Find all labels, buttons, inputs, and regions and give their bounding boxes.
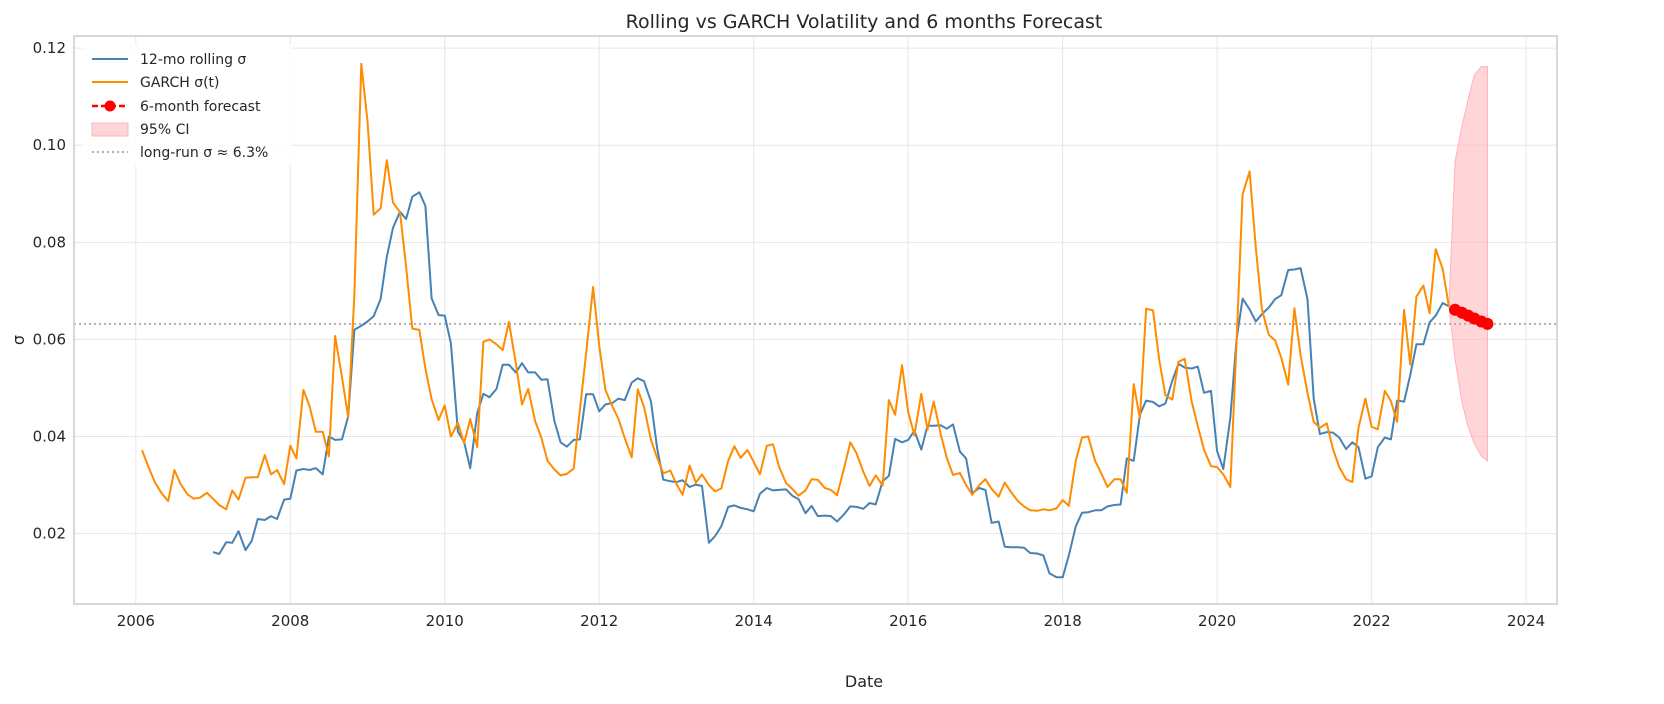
chart-title: Rolling vs GARCH Volatility and 6 months… [626,11,1103,33]
y-axis-title: σ [9,335,28,345]
legend-swatch-ci [91,122,129,137]
legend-label-ci: 95% CI [140,122,189,138]
ci-band [1448,66,1488,462]
legend-swatch-forecast-marker [104,100,116,112]
legend-box [82,44,292,166]
y-tick-label: 0.10 [33,136,66,154]
x-tick-label: 2022 [1353,612,1391,630]
tick-labels: 2006 2008 2010 2012 2014 2016 2018 2020 2022 2024… [33,39,1546,630]
legend-label-garch: GARCH σ(t) [140,75,220,91]
forecast-layer [1449,303,1494,330]
x-tick-label: 2014 [735,612,773,630]
x-tick-label: 2008 [271,612,309,630]
series-line-rolling [212,191,1450,579]
grid [74,36,1557,604]
x-tick-label: 2006 [117,612,155,630]
y-tick-label: 0.06 [33,330,66,348]
legend-label-longrun: long-run σ ≈ 6.3% [140,145,268,161]
y-tick-label: 0.02 [33,525,66,543]
series-line-garch [141,62,1450,512]
plot-frame [73,35,1558,605]
forecast-point [1481,317,1494,330]
ci-band-layer [1448,66,1488,462]
x-tick-label: 2010 [426,612,464,630]
x-tick-label: 2024 [1507,612,1545,630]
legend-label-forecast: 6-month forecast [140,99,261,115]
y-tick-label: 0.08 [33,233,66,251]
x-tick-label: 2016 [889,612,927,630]
legend-label-rolling: 12-mo rolling σ [140,52,246,68]
x-tick-label: 2012 [580,612,618,630]
y-tick-label: 0.12 [33,39,66,57]
x-axis-title: Date [845,672,883,691]
y-tick-label: 0.04 [33,428,66,446]
x-tick-label: 2018 [1044,612,1082,630]
legend: 12-mo rolling σ GARCH σ(t) 6-month forec… [82,44,292,166]
x-tick-label: 2020 [1198,612,1236,630]
series-layer [141,62,1450,579]
